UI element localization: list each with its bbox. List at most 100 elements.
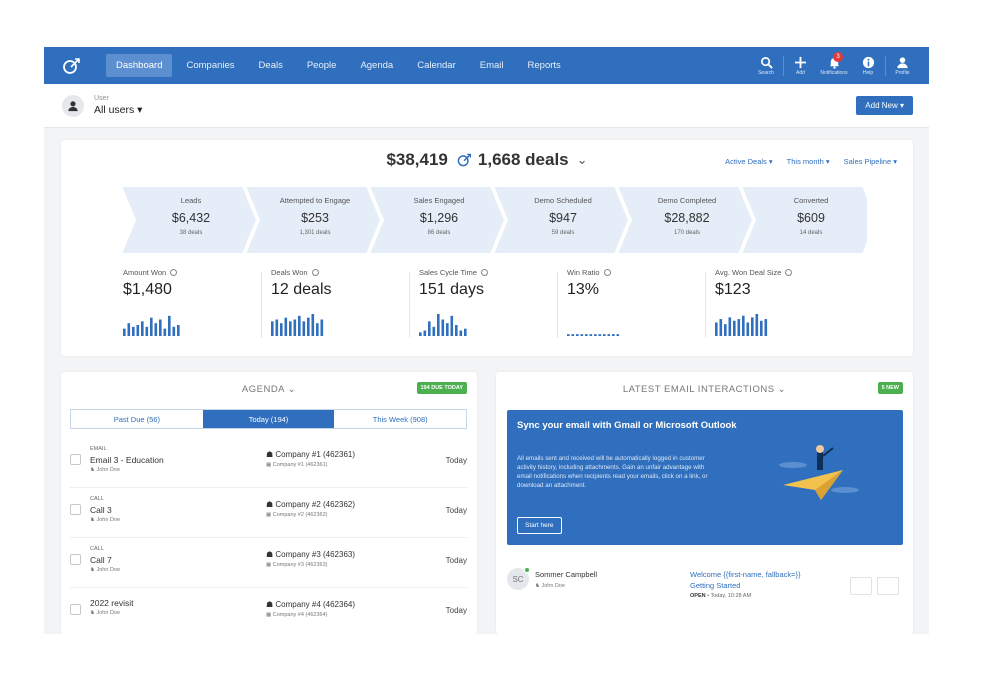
user-selector[interactable]: User All users ▾: [94, 95, 142, 116]
task-checkbox[interactable]: [70, 504, 81, 515]
top-navigation: Dashboard Companies Deals People Agenda Calen…: [44, 47, 929, 84]
stage-name: Sales Engaged: [413, 196, 465, 205]
sparkline-bar: [594, 334, 597, 336]
nav-item-deals[interactable]: Deals: [258, 60, 283, 71]
pipeline-stage[interactable]: Demo Scheduled $947 59 deals: [501, 186, 625, 254]
task-checkbox[interactable]: [70, 604, 81, 615]
task-checkbox[interactable]: [70, 554, 81, 565]
filter-active-deals[interactable]: Active Deals ▾: [725, 157, 773, 166]
nav-item-people[interactable]: People: [306, 60, 337, 71]
task-title[interactable]: 2022 revisit: [90, 598, 134, 608]
agenda-row[interactable]: CALL Call 7 ♞ John Doe ☗ Company #3 (462363…: [70, 538, 467, 588]
info-icon[interactable]: [785, 269, 793, 276]
agenda-row[interactable]: CALL Call 3 ♞ John Doe ☗ Company #2 (462362…: [70, 488, 467, 538]
summary-filters: Active Deals ▾ This month ▾ Sales Pipeli…: [725, 157, 897, 166]
sparkline-bar: [280, 323, 283, 336]
tab-today[interactable]: Today (194): [202, 410, 335, 428]
nav-item-agenda[interactable]: Agenda: [360, 60, 394, 71]
person-icon: ♞: [535, 583, 542, 589]
pipeline-stage[interactable]: Leads $6,432 38 deals: [129, 186, 253, 254]
email-owner-name: John Doe: [541, 583, 566, 589]
email-card-title[interactable]: LATEST EMAIL INTERACTIONS ⌄: [622, 384, 787, 395]
nav-item-email[interactable]: Email: [479, 60, 504, 71]
nav-item-reports[interactable]: Reports: [527, 60, 561, 71]
task-company[interactable]: ☗ Company #4 (462364): [266, 600, 355, 609]
sparkline-bar: [580, 334, 584, 336]
kpi-tile[interactable]: Deals Won 12 deals: [261, 268, 417, 343]
pipeline-stage[interactable]: Converted $609 14 deals: [749, 186, 873, 254]
kpi-label: Deals Won: [271, 268, 308, 277]
sparkline-bar: [154, 323, 158, 336]
start-here-button[interactable]: Start here: [517, 517, 562, 534]
flag-button[interactable]: [850, 577, 872, 595]
sparkline-bar: [571, 334, 575, 336]
agenda-title[interactable]: AGENDA ⌄: [241, 384, 297, 395]
pipeline-stage-arrow: [615, 186, 755, 254]
email-interaction-row[interactable]: SC Sommer Campbell ♞ John Doe Welcome {{…: [507, 560, 903, 605]
info-icon[interactable]: [170, 269, 178, 276]
sparkline-bar: [598, 334, 602, 336]
pipeline-stage[interactable]: Demo Completed $28,882 170 deals: [625, 186, 749, 254]
profile-tool[interactable]: Profile: [885, 55, 919, 76]
filter-pipeline[interactable]: Sales Pipeline ▾: [843, 157, 897, 166]
task-title[interactable]: Email 3 - Education: [90, 455, 164, 465]
nav-item-dashboard[interactable]: Dashboard: [106, 54, 173, 77]
sparkline-bar: [284, 317, 288, 336]
sparkline-bar: [576, 334, 579, 336]
email-subject-link[interactable]: Welcome {{first-name, fallback=}} Gettin…: [690, 570, 801, 590]
pipeline-stage-arrow: [121, 186, 259, 254]
kpi-value: $1,480: [123, 281, 172, 298]
sparkline-bar: [428, 321, 431, 336]
info-icon[interactable]: [603, 269, 611, 276]
kpi-label-row: Amount Won: [123, 268, 269, 277]
stage-deal-count: 170 deals: [673, 230, 701, 236]
reply-button[interactable]: [877, 577, 899, 595]
sparkline-bar: [724, 324, 727, 336]
task-company[interactable]: ☗ Company #1 (462361): [266, 450, 355, 459]
task-company[interactable]: ☗ Company #3 (462363): [266, 550, 355, 559]
task-title[interactable]: Call 3: [90, 505, 112, 515]
task-company-name: Company #1 (462361): [275, 450, 356, 459]
task-company[interactable]: ☗ Company #2 (462362): [266, 500, 355, 509]
building-icon: ☗: [266, 450, 276, 459]
pipeline-stage[interactable]: Attempted to Engage $253 1,301 deals: [253, 186, 377, 254]
filter-period[interactable]: This month ▾: [786, 157, 830, 166]
add-new-button[interactable]: Add New ▾: [856, 96, 913, 115]
task-checkbox[interactable]: [70, 454, 81, 465]
help-tool[interactable]: Help: [851, 56, 885, 76]
agenda-card: AGENDA ⌄ 194 DUE TODAY Past Due (56) Tod…: [61, 372, 477, 634]
kpi-sparkline: [271, 314, 324, 336]
task-company-sub: ▦ Company #3 (462363): [266, 562, 327, 568]
pipeline-arrows: [121, 186, 867, 254]
sparkline-bar: [755, 314, 759, 336]
nav-item-calendar[interactable]: Calendar: [417, 60, 456, 71]
person-icon: ♞: [90, 610, 97, 616]
agenda-row[interactable]: EMAIL Email 3 - Education ♞ John Doe ☗ Comp…: [70, 438, 467, 488]
kpi-tile[interactable]: Amount Won $1,480: [121, 268, 269, 343]
agenda-row[interactable]: 2022 revisit ♞ John Doe ☗ Company #4 (4623…: [70, 588, 467, 634]
contact-name[interactable]: Sommer Campbell: [535, 570, 598, 579]
sparkline-bar: [275, 319, 279, 336]
info-icon[interactable]: [480, 269, 488, 276]
tab-past-due[interactable]: Past Due (56): [113, 414, 160, 424]
task-company-sub-name: Company #4 (462364): [272, 612, 328, 618]
info-icon[interactable]: [311, 269, 319, 276]
building-icon: ☗: [266, 600, 276, 609]
brand-logo-icon[interactable]: [58, 53, 84, 79]
kpi-tile[interactable]: Win Ratio 13%: [557, 268, 713, 343]
stage-name: Converted: [793, 196, 829, 205]
sparkline-bar: [159, 319, 162, 336]
kpi-tile[interactable]: Avg. Won Deal Size $123: [705, 268, 861, 343]
tab-this-week[interactable]: This Week (908): [372, 414, 428, 424]
nav-item-companies[interactable]: Companies: [186, 60, 235, 71]
notifications-tool[interactable]: 3 Notifications: [817, 51, 851, 76]
kpi-divider: [261, 272, 262, 338]
pipeline-stage[interactable]: Sales Engaged $1,296 86 deals: [377, 186, 501, 254]
sparkline-bar: [163, 328, 167, 336]
task-due: Today: [445, 506, 467, 515]
kpi-tile[interactable]: Sales Cycle Time 151 days: [409, 268, 565, 343]
search-tool[interactable]: Search: [749, 56, 783, 76]
add-tool[interactable]: Add: [783, 55, 817, 76]
pipeline-totals[interactable]: $38,419 1,668 deals ⌄: [61, 150, 913, 170]
task-title[interactable]: Call 7: [90, 555, 112, 565]
